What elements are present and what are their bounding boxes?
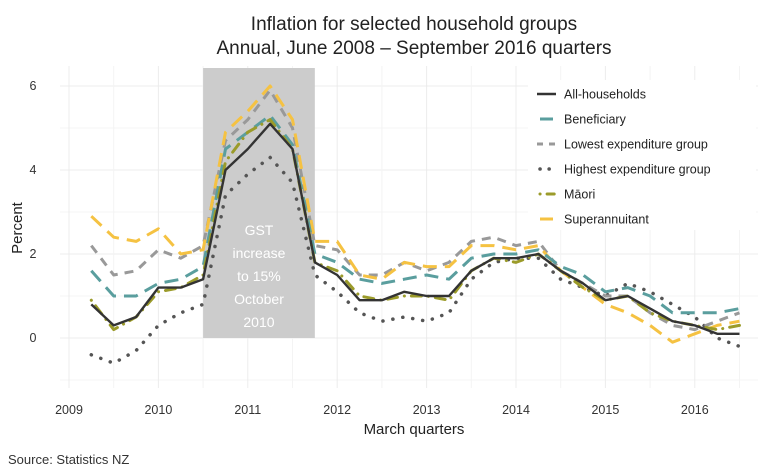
x-axis: 2009 2010 2011 2012 2013 2014 2015 2016 xyxy=(55,403,709,417)
series-line-m-ori xyxy=(89,118,741,332)
chart-subtitle: Annual, June 2008 – September 2016 quart… xyxy=(216,38,611,59)
legend-label: Māori xyxy=(564,188,595,202)
x-tick-label: 2010 xyxy=(144,403,172,417)
gst-annotation-line: 2010 xyxy=(243,314,274,330)
gst-annotation-line: to 15% xyxy=(237,268,281,284)
x-tick-label: 2014 xyxy=(502,403,530,417)
y-axis: 0 2 4 6 xyxy=(30,79,37,345)
series-line-superannuitant xyxy=(90,84,740,344)
legend-label: All-households xyxy=(564,88,646,102)
series-line-all-households xyxy=(90,122,740,335)
legend-background xyxy=(528,80,756,230)
x-tick-label: 2009 xyxy=(55,403,83,417)
legend-label: Highest expenditure group xyxy=(564,163,711,177)
legend: All-households Beneficiary Lowest expendit… xyxy=(528,80,756,230)
chart-title: Inflation for selected household groups xyxy=(251,14,577,35)
x-axis-label: March quarters xyxy=(364,421,465,438)
source-note: Source: Statistics NZ xyxy=(8,452,129,467)
gst-annotation-line: October xyxy=(234,291,284,307)
x-tick-label: 2011 xyxy=(234,403,261,417)
legend-label: Lowest expenditure group xyxy=(564,138,708,152)
gst-shaded-region xyxy=(203,68,315,338)
legend-label: Beneficiary xyxy=(564,113,627,127)
series-line-beneficiary xyxy=(90,113,740,315)
y-tick-label: 6 xyxy=(30,79,37,93)
y-axis-label: Percent xyxy=(9,201,26,254)
legend-label: Superannuitant xyxy=(564,213,649,227)
gst-annotation: GST increase to 15% October 2010 xyxy=(203,68,315,338)
gst-annotation-line: GST xyxy=(245,222,274,238)
gst-annotation-line: increase xyxy=(233,245,286,261)
x-tick-label: 2012 xyxy=(323,403,351,417)
y-tick-label: 2 xyxy=(30,247,37,261)
series-line-lowest-expenditure-group xyxy=(90,88,741,332)
y-tick-label: 0 xyxy=(30,331,37,345)
series-group xyxy=(89,84,742,365)
y-tick-label: 4 xyxy=(30,163,37,177)
x-tick-label: 2016 xyxy=(681,403,709,417)
x-tick-label: 2013 xyxy=(413,403,441,417)
x-tick-label: 2015 xyxy=(591,403,619,417)
